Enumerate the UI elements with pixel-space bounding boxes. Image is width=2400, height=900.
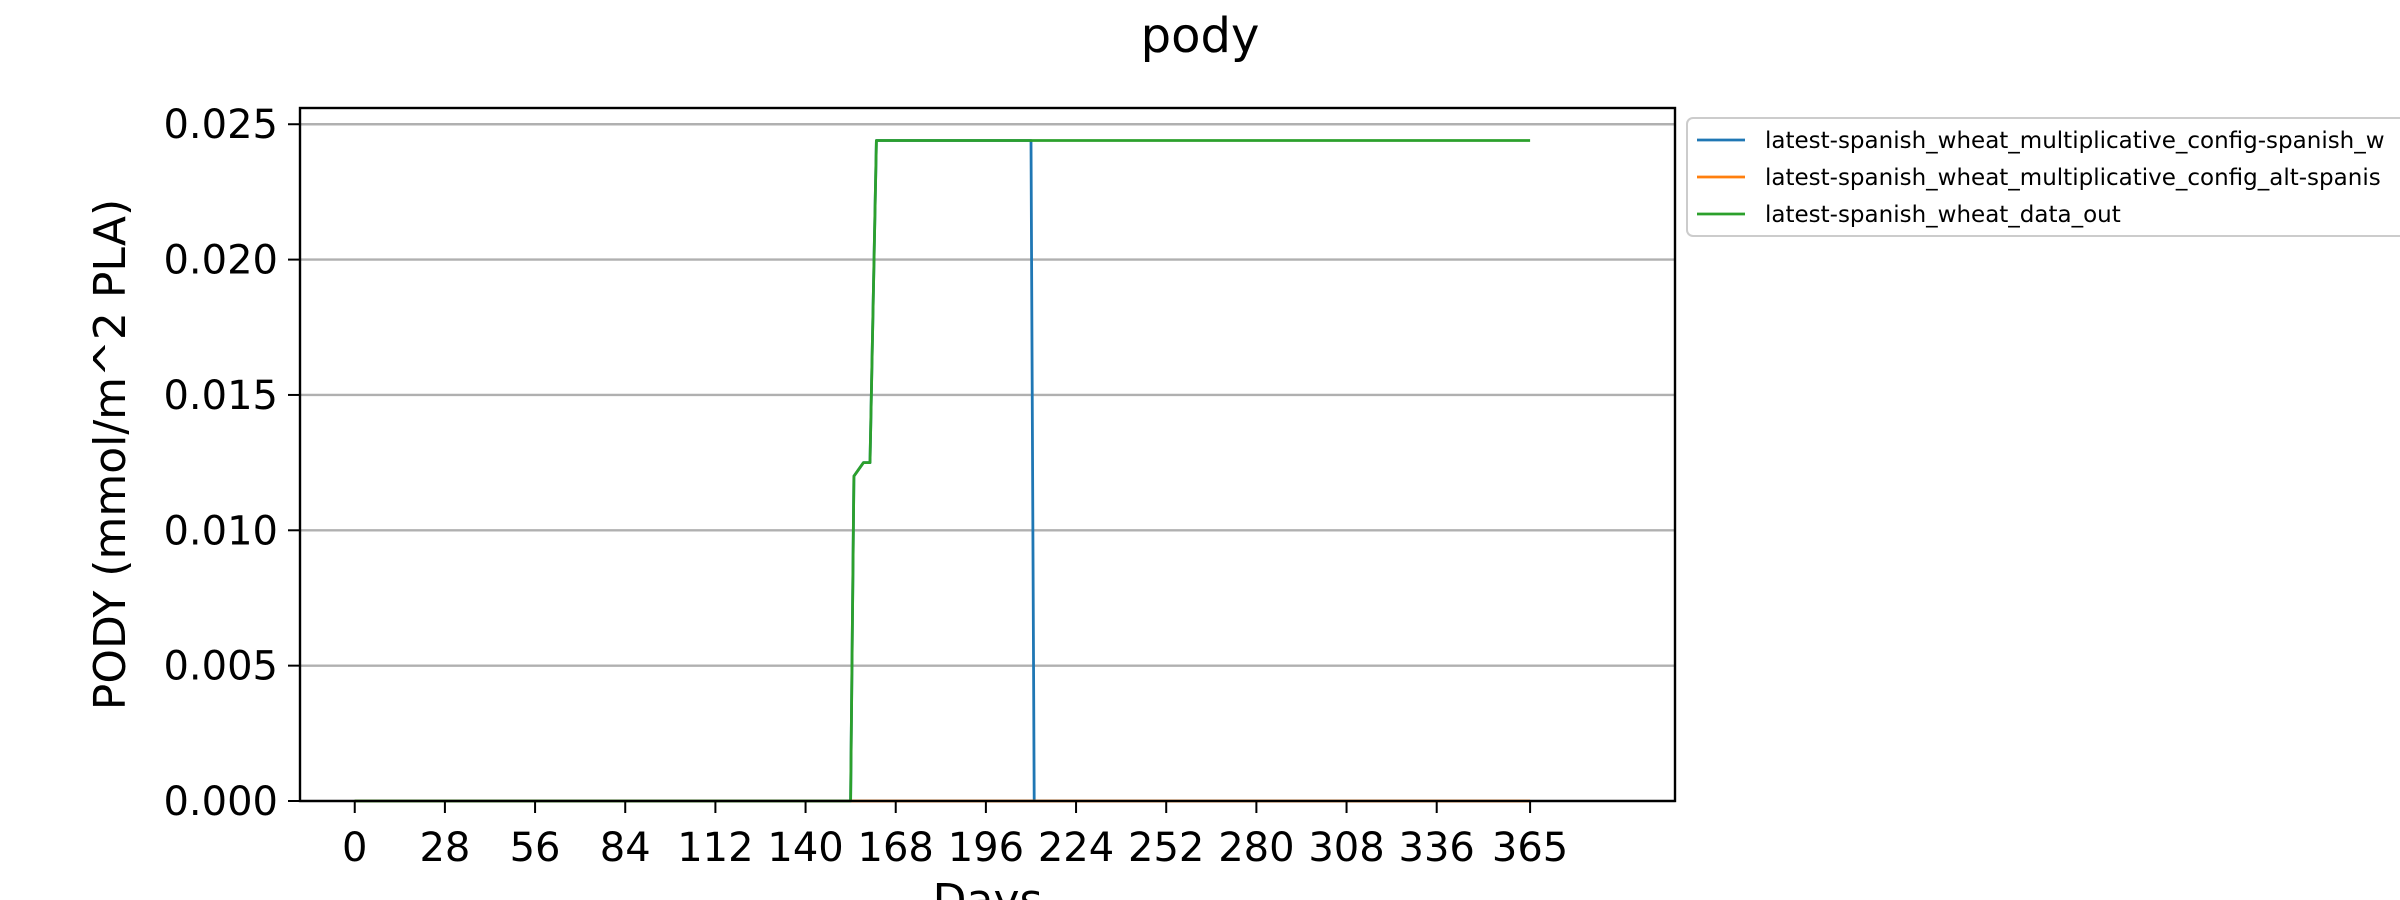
legend-label-1: latest-spanish_wheat_multiplicative_conf… <box>1765 128 2385 154</box>
x-tick-label: 168 <box>858 825 934 871</box>
legend-label-3: latest-spanish_wheat_data_out <box>1765 202 2121 228</box>
y-tick-label: 0.000 <box>163 779 278 825</box>
y-axis-title: PODY (mmol/m^2 PLA) <box>85 199 136 710</box>
legend-label-2: latest-spanish_wheat_multiplicative_conf… <box>1765 165 2381 191</box>
x-tick-label: 196 <box>948 825 1024 871</box>
plot-frame <box>298 106 1677 803</box>
x-tick-label: 252 <box>1128 825 1204 871</box>
y-tick-label: 0.020 <box>163 238 278 284</box>
x-tick-label: 365 <box>1492 825 1568 871</box>
series-lines <box>354 139 1531 803</box>
y-tick-label: 0.025 <box>163 102 278 148</box>
y-tick-label: 0.005 <box>163 644 278 690</box>
chart-title: pody <box>1141 8 1260 64</box>
x-tick-label: 336 <box>1399 825 1475 871</box>
series-line-1 <box>354 139 1036 803</box>
x-tick-label: 56 <box>510 825 561 871</box>
x-tick-label: 280 <box>1218 825 1294 871</box>
x-tick-label: 84 <box>600 825 651 871</box>
x-tick-label: 0 <box>342 825 367 871</box>
series-line-3 <box>354 139 1531 803</box>
x-tick-label: 28 <box>419 825 470 871</box>
x-tick-label: 112 <box>677 825 753 871</box>
y-tick-label: 0.010 <box>163 508 278 554</box>
legend: latest-spanish_wheat_multiplicative_conf… <box>1686 117 2400 237</box>
legend-box <box>1686 117 2400 237</box>
y-tick-label: 0.015 <box>163 373 278 419</box>
axes: 0.000 0.005 0.010 0.015 0.020 0.025 0 28 56 84 112… <box>163 102 1677 871</box>
x-tick-label: 308 <box>1308 825 1384 871</box>
x-tick-label: 224 <box>1038 825 1114 871</box>
x-tick-label: 140 <box>767 825 843 871</box>
x-axis-title: Days <box>933 875 1043 900</box>
grid-lines <box>300 123 1675 803</box>
